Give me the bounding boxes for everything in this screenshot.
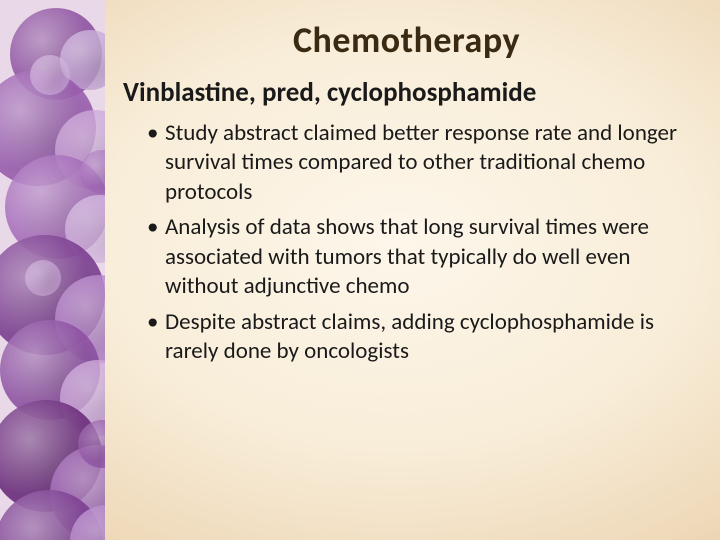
bullet-item: Study abstract claimed better response r…: [147, 119, 690, 207]
bullet-item: Despite abstract claims, adding cyclopho…: [147, 308, 690, 367]
slide: Chemotherapy Vinblastine, pred, cyclopho…: [0, 0, 720, 540]
cell-shape: [25, 260, 61, 296]
slide-content: Chemotherapy Vinblastine, pred, cyclopho…: [105, 0, 720, 540]
decorative-cell-strip: [0, 0, 105, 540]
bullet-item: Analysis of data shows that long surviva…: [147, 213, 690, 301]
cell-shape: [30, 55, 70, 95]
slide-subtitle: Vinblastine, pred, cyclophosphamide: [123, 76, 690, 109]
slide-title: Chemotherapy: [123, 18, 690, 62]
bullet-list: Study abstract claimed better response r…: [123, 119, 690, 367]
